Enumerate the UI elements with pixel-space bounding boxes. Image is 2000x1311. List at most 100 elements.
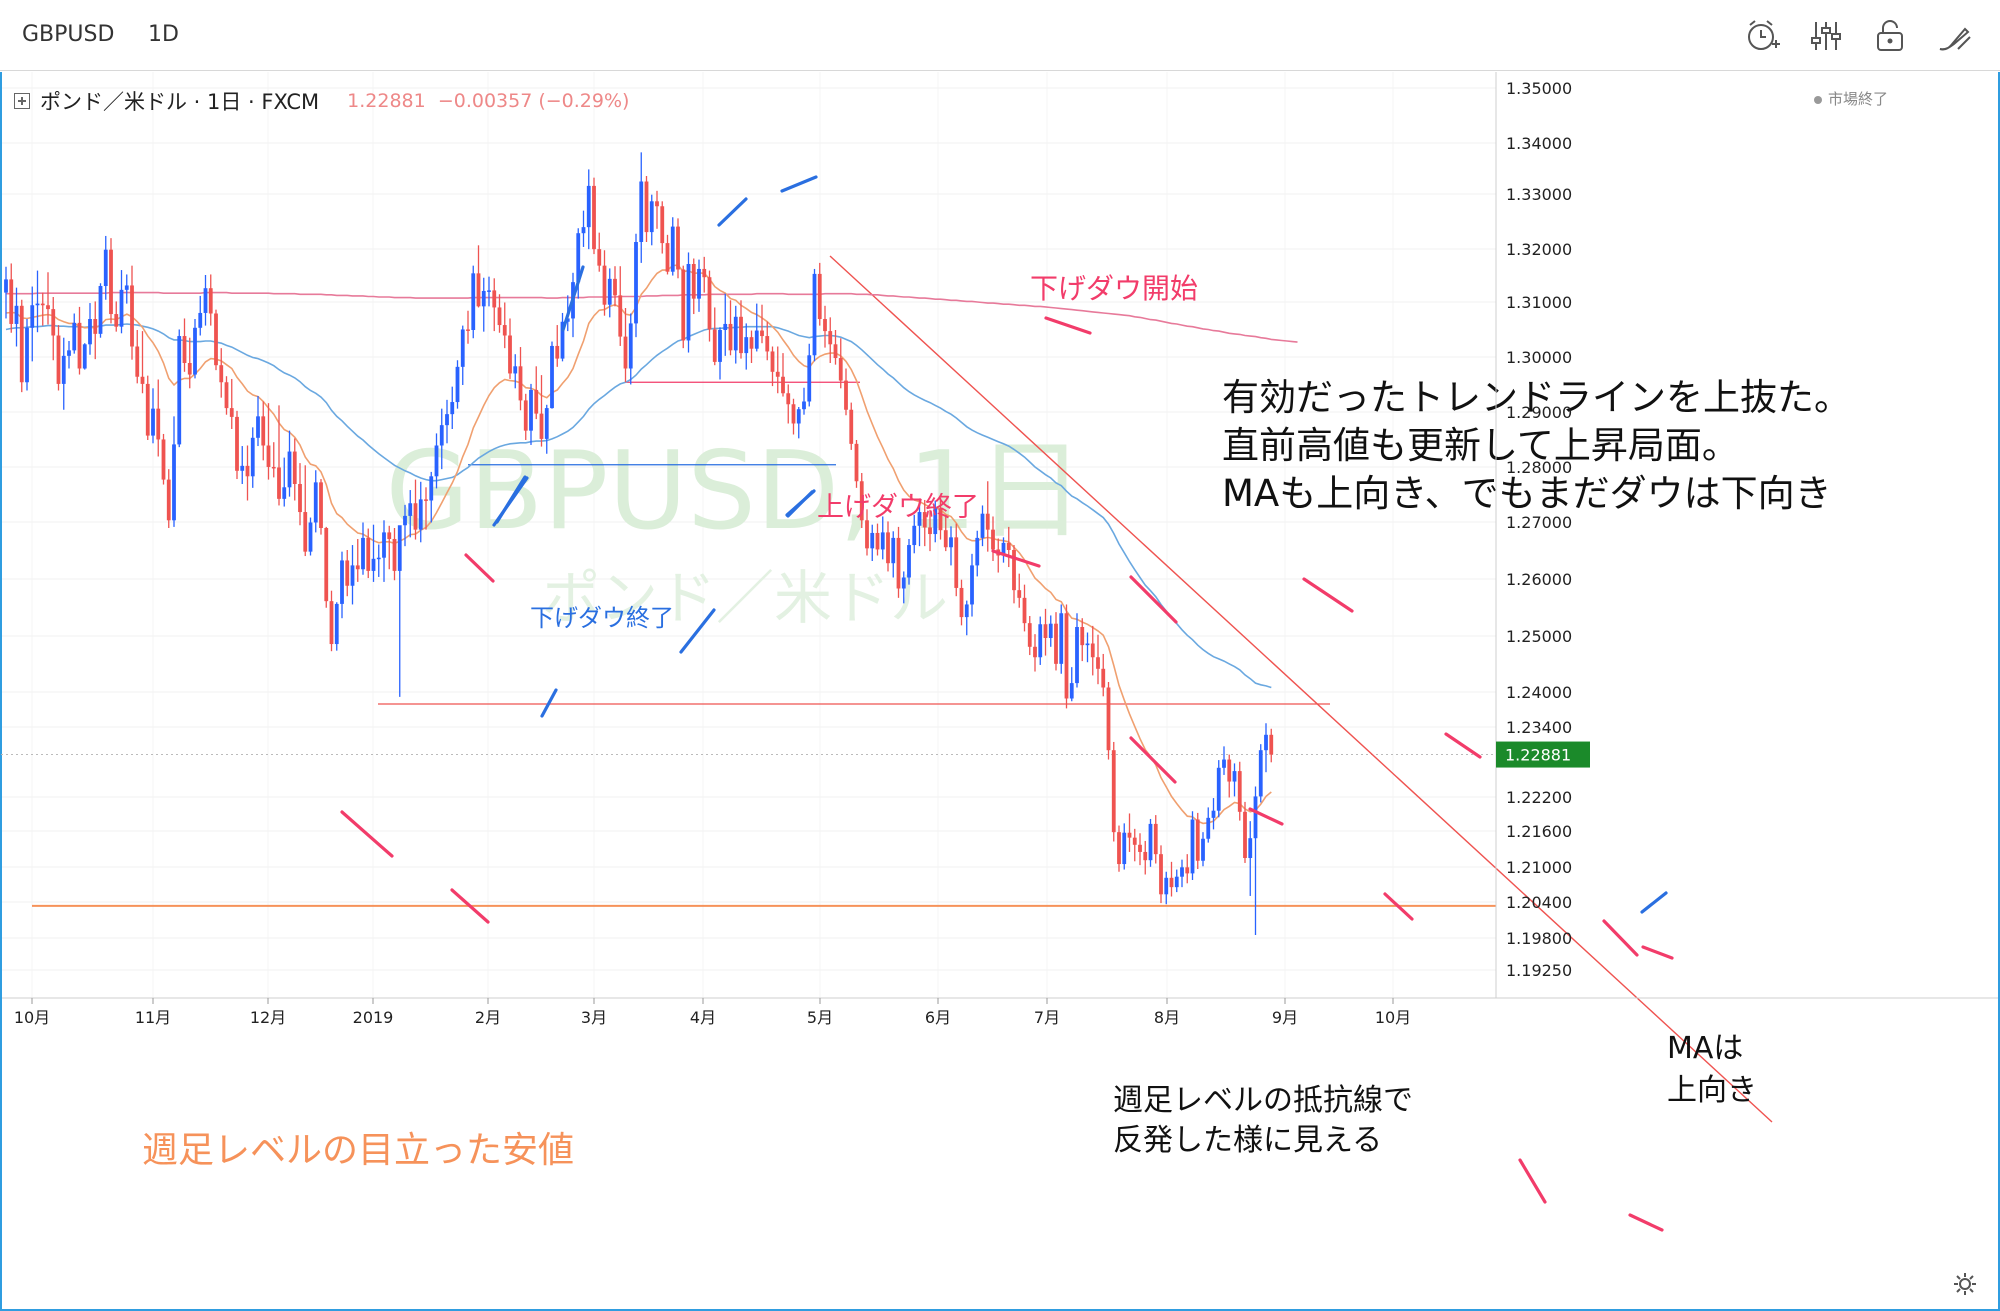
candle-body — [403, 515, 407, 526]
price-tick-label: 1.23400 — [1506, 718, 1572, 737]
price-tick-label: 1.25000 — [1506, 627, 1572, 646]
candle-body — [1048, 623, 1053, 638]
indicators-icon[interactable] — [1806, 16, 1846, 56]
candle-body — [135, 346, 140, 377]
candle-body — [550, 345, 554, 409]
candle-body — [271, 466, 276, 469]
lock-icon[interactable] — [1870, 16, 1910, 56]
bearish-swing-mark — [1518, 1158, 1547, 1204]
bearish-swing-mark — [450, 888, 490, 924]
settings-gear-icon[interactable] — [1952, 1271, 1978, 1297]
candle-body — [313, 482, 318, 523]
candle-body — [277, 467, 281, 499]
candle-body — [1027, 623, 1032, 647]
candle-body — [980, 513, 985, 538]
chart-frame — [0, 72, 2000, 1311]
candle-body — [208, 288, 213, 314]
candle-body — [618, 295, 623, 337]
time-tick-label: 3月 — [581, 1008, 607, 1027]
candle-body — [1180, 867, 1184, 877]
candle-body — [817, 273, 822, 319]
candle-body — [728, 323, 733, 351]
candle-body — [1033, 646, 1037, 658]
candle-body — [718, 330, 722, 362]
candle-body — [676, 226, 680, 270]
breakout-note-line: 直前高値も更新して上昇局面。 — [1222, 424, 1739, 467]
candle-body — [376, 557, 381, 560]
time-tick-label: 10月 — [14, 1008, 50, 1027]
candle-body — [140, 376, 145, 384]
candle-body — [602, 265, 607, 305]
candle-body — [1185, 867, 1190, 874]
candle-body — [1211, 810, 1216, 818]
candle-body — [917, 512, 922, 526]
drawing-tools-icon[interactable] — [1934, 16, 1974, 56]
candle-body — [355, 565, 360, 570]
candle-body — [1195, 819, 1200, 861]
time-tick-label: 5月 — [807, 1008, 833, 1027]
candle-body — [1080, 627, 1085, 646]
candle-body — [1075, 627, 1079, 684]
candle-body — [844, 380, 848, 410]
legend-title: ポンド／米ドル · 1日 · FXCM — [40, 90, 320, 114]
legend-price: 1.22881 — [347, 90, 426, 112]
alarm-add-icon[interactable] — [1742, 16, 1782, 56]
expand-icon[interactable] — [14, 93, 30, 109]
last-price-label: 1.22881 — [1505, 746, 1571, 765]
price-tick-label: 1.33000 — [1506, 185, 1572, 204]
annotation-marks — [340, 175, 1674, 1232]
bullish-swing-mark — [1640, 891, 1668, 914]
candle-body — [901, 577, 906, 589]
candle-body — [523, 400, 528, 431]
candle-body — [649, 201, 654, 233]
candle-body — [786, 393, 791, 405]
candle-body — [35, 303, 40, 306]
candle-body — [361, 537, 365, 570]
bearish-swing-mark — [1129, 575, 1178, 624]
candle-body — [329, 601, 334, 645]
candle-body — [319, 482, 323, 528]
candle-body — [198, 312, 203, 328]
candle-body — [298, 484, 302, 513]
price-tick-label: 1.31000 — [1506, 293, 1572, 312]
candle-body — [907, 545, 911, 578]
candle-body — [628, 323, 633, 369]
price-tick-label: 1.22200 — [1506, 788, 1572, 807]
timeframe-button[interactable]: 1D — [148, 22, 179, 47]
candle-body — [51, 309, 56, 336]
bullish-swing-mark — [780, 175, 818, 193]
candle-body — [282, 487, 287, 499]
symbol-button[interactable]: GBPUSD — [22, 22, 115, 47]
candle-body — [1106, 687, 1111, 751]
price-tick-label: 1.29000 — [1506, 403, 1572, 422]
candle-body — [1222, 759, 1226, 768]
candle-body — [466, 329, 470, 331]
candle-body — [4, 279, 8, 293]
bullish-swing-mark — [492, 476, 529, 527]
candle-body — [665, 243, 670, 272]
candle-body — [686, 264, 691, 341]
price-tick-label: 1.35000 — [1506, 79, 1572, 98]
candle-body — [481, 290, 486, 307]
bearish-swing-mark — [1129, 736, 1177, 784]
downtrend-start-label: 下げダウ開始 — [1030, 272, 1198, 305]
candle-body — [655, 201, 659, 207]
breakout-note-line: 有効だったトレンドラインを上抜た。 — [1222, 376, 1851, 419]
candle-body — [1001, 542, 1006, 556]
bearish-swing-mark — [1444, 732, 1482, 759]
candle-body — [513, 366, 518, 374]
candle-body — [733, 316, 738, 351]
candle-body — [865, 520, 869, 549]
candle-body — [161, 439, 166, 480]
legend-values: 1.22881 −0.00357 (−0.29%) — [347, 90, 629, 112]
candle-body — [1127, 832, 1132, 838]
candle-body — [397, 525, 402, 571]
price-tick-label: 1.21000 — [1506, 858, 1572, 877]
candle-body — [623, 336, 628, 369]
weekly-low-label: 週足レベルの目立った安値 — [142, 1130, 574, 1171]
candle-body — [723, 323, 728, 330]
candle-body — [938, 508, 943, 531]
candle-body — [508, 335, 512, 374]
candle-body — [303, 512, 308, 552]
